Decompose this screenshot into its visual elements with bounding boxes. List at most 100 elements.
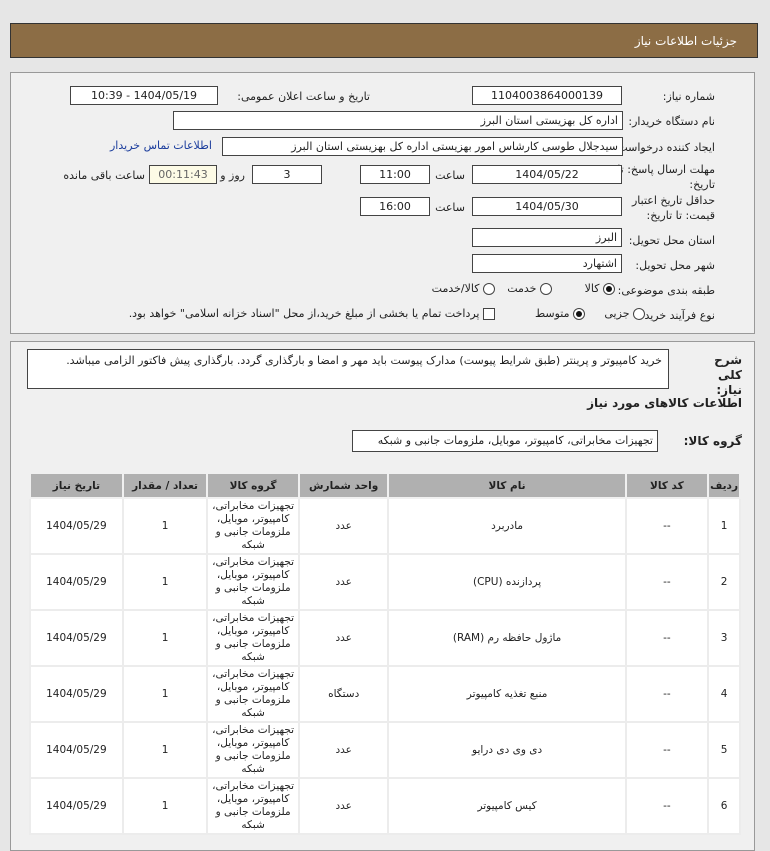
item-group: تجهیزات مخابراتی، کامپیوتر، موبایل، ملزو… (206, 777, 300, 835)
row-number: 2 (707, 553, 741, 611)
item-code: -- (624, 497, 710, 555)
treasury-payment-option[interactable]: پرداخت تمام یا بخشی از مبلغ خرید،از محل … (129, 306, 495, 321)
item-unit: عدد (297, 609, 390, 667)
col-qty: تعداد / مقدار (121, 472, 209, 499)
item-name: دی وی دی درایو (387, 721, 627, 779)
item-quantity: 1 (121, 497, 209, 555)
item-unit: عدد (297, 553, 390, 611)
description-field: خرید کامپیوتر و پرینتر (طبق شرایط پیوست)… (27, 349, 669, 389)
process-option-minor[interactable]: جزیی (604, 306, 645, 321)
col-row: ردیف (707, 472, 741, 499)
buyer-contact-link[interactable]: اطلاعات تماس خریدار (110, 139, 212, 152)
announce-field: 1404/05/19 - 10:39 (70, 86, 218, 105)
remaining-label: ساعت باقی مانده (63, 169, 145, 182)
item-code: -- (624, 777, 710, 835)
category-option-both[interactable]: کالا/خدمت (432, 281, 495, 296)
item-group: تجهیزات مخابراتی، کامپیوتر، موبایل، ملزو… (206, 721, 300, 779)
radio-minor[interactable] (633, 308, 645, 320)
item-unit: دستگاه (297, 665, 390, 723)
table-row: 3 -- ماژول حافظه رم (RAM) عدد تجهیزات مخابرا… (29, 609, 741, 667)
item-name: منبع تغذیه کامپیوتر (387, 665, 627, 723)
table-row: 6 -- کیس کامپیوتر عدد تجهیزات مخابراتی، کامپ… (29, 777, 741, 835)
item-need-date: 1404/05/29 (29, 553, 124, 611)
deadline-label: مهلت ارسال پاسخ: تا تاریخ: (617, 163, 715, 191)
item-need-date: 1404/05/29 (29, 497, 124, 555)
validity-label: حداقل تاریخ اعتبار قیمت: تا تاریخ: (631, 194, 715, 222)
days-field: 3 (252, 165, 322, 184)
deadline-time-label: ساعت (435, 169, 465, 182)
goods-section-title: اطلاعات کالاهای مورد نیاز (587, 396, 742, 410)
page-header: جزئیات اطلاعات نیاز (10, 23, 758, 58)
item-group: تجهیزات مخابراتی، کامپیوتر، موبایل، ملزو… (206, 497, 300, 555)
item-name: کیس کامپیوتر (387, 777, 627, 835)
item-unit: عدد (297, 497, 390, 555)
item-need-date: 1404/05/29 (29, 777, 124, 835)
remaining-time-field: 00:11:43 (149, 165, 217, 184)
deadline-time-field: 11:00 (360, 165, 430, 184)
city-field: اشتهارد (472, 254, 622, 273)
row-number: 3 (707, 609, 741, 667)
item-quantity: 1 (121, 553, 209, 611)
table-row: 1 -- مادربرد عدد تجهیزات مخابراتی، کامپیوتر،… (29, 497, 741, 555)
item-quantity: 1 (121, 609, 209, 667)
row-number: 5 (707, 721, 741, 779)
province-label: استان محل تحویل: (628, 234, 715, 247)
item-quantity: 1 (121, 777, 209, 835)
item-name: ماژول حافظه رم (RAM) (387, 609, 627, 667)
item-code: -- (624, 609, 710, 667)
description-label: شرح کلی نیاز: (714, 353, 742, 397)
treasury-checkbox[interactable] (483, 308, 495, 320)
item-group: تجهیزات مخابراتی، کامپیوتر، موبایل، ملزو… (206, 609, 300, 667)
validity-time-label: ساعت (435, 201, 465, 214)
category-label: طبقه بندی موضوعی: (617, 284, 715, 297)
category-option-service[interactable]: خدمت (507, 281, 552, 296)
item-name: مادربرد (387, 497, 627, 555)
col-code: کد کالا (624, 472, 710, 499)
process-option-medium[interactable]: متوسط (535, 306, 585, 321)
radio-goods[interactable] (603, 283, 615, 295)
item-unit: عدد (297, 721, 390, 779)
radio-both[interactable] (483, 283, 495, 295)
col-name: نام کالا (387, 472, 627, 499)
validity-time-field: 16:00 (360, 197, 430, 216)
item-need-date: 1404/05/29 (29, 721, 124, 779)
category-option-goods[interactable]: کالا (585, 281, 615, 296)
buyer-field: اداره کل بهزیستی استان البرز (173, 111, 623, 130)
item-code: -- (624, 665, 710, 723)
buyer-label: نام دستگاه خریدار: (628, 115, 715, 128)
item-group: تجهیزات مخابراتی، کامپیوتر، موبایل، ملزو… (206, 665, 300, 723)
item-unit: عدد (297, 777, 390, 835)
item-code: -- (624, 553, 710, 611)
col-unit: واحد شمارش (297, 472, 390, 499)
row-number: 6 (707, 777, 741, 835)
city-label: شهر محل تحویل: (635, 259, 715, 272)
creator-field: سیدجلال طوسی کارشاس امور بهزیستی اداره ک… (222, 137, 623, 156)
days-label: روز و (220, 169, 245, 182)
process-label: نوع فرآیند خرید : (637, 309, 715, 322)
need-number-field: 1104003864000139 (472, 86, 622, 105)
goods-group-label: گروه کالا: (683, 434, 742, 448)
table-header-row: ردیف کد کالا نام کالا واحد شمارش گروه کا… (29, 472, 741, 499)
validity-date-field: 1404/05/30 (472, 197, 622, 216)
row-number: 1 (707, 497, 741, 555)
announce-label: تاریخ و ساعت اعلان عمومی: (237, 90, 370, 103)
deadline-date-field: 1404/05/22 (472, 165, 622, 184)
item-group: تجهیزات مخابراتی، کامپیوتر، موبایل، ملزو… (206, 553, 300, 611)
item-quantity: 1 (121, 665, 209, 723)
item-quantity: 1 (121, 721, 209, 779)
item-need-date: 1404/05/29 (29, 609, 124, 667)
table-row: 2 -- پردازنده (CPU) عدد تجهیزات مخابراتی، کا… (29, 553, 741, 611)
province-field: البرز (472, 228, 622, 247)
item-need-date: 1404/05/29 (29, 665, 124, 723)
row-number: 4 (707, 665, 741, 723)
table-row: 5 -- دی وی دی درایو عدد تجهیزات مخابراتی، کا… (29, 721, 741, 779)
goods-group-field: تجهیزات مخابراتی، کامپیوتر، موبایل، ملزو… (352, 430, 658, 452)
radio-service[interactable] (540, 283, 552, 295)
table-row: 4 -- منبع تغذیه کامپیوتر دستگاه تجهیزات مخاب… (29, 665, 741, 723)
item-code: -- (624, 721, 710, 779)
need-number-label: شماره نیاز: (662, 90, 715, 103)
col-group: گروه کالا (206, 472, 300, 499)
creator-label: ایجاد کننده درخواست: (613, 141, 715, 154)
radio-medium[interactable] (573, 308, 585, 320)
goods-table: ردیف کد کالا نام کالا واحد شمارش گروه کا… (29, 472, 741, 835)
